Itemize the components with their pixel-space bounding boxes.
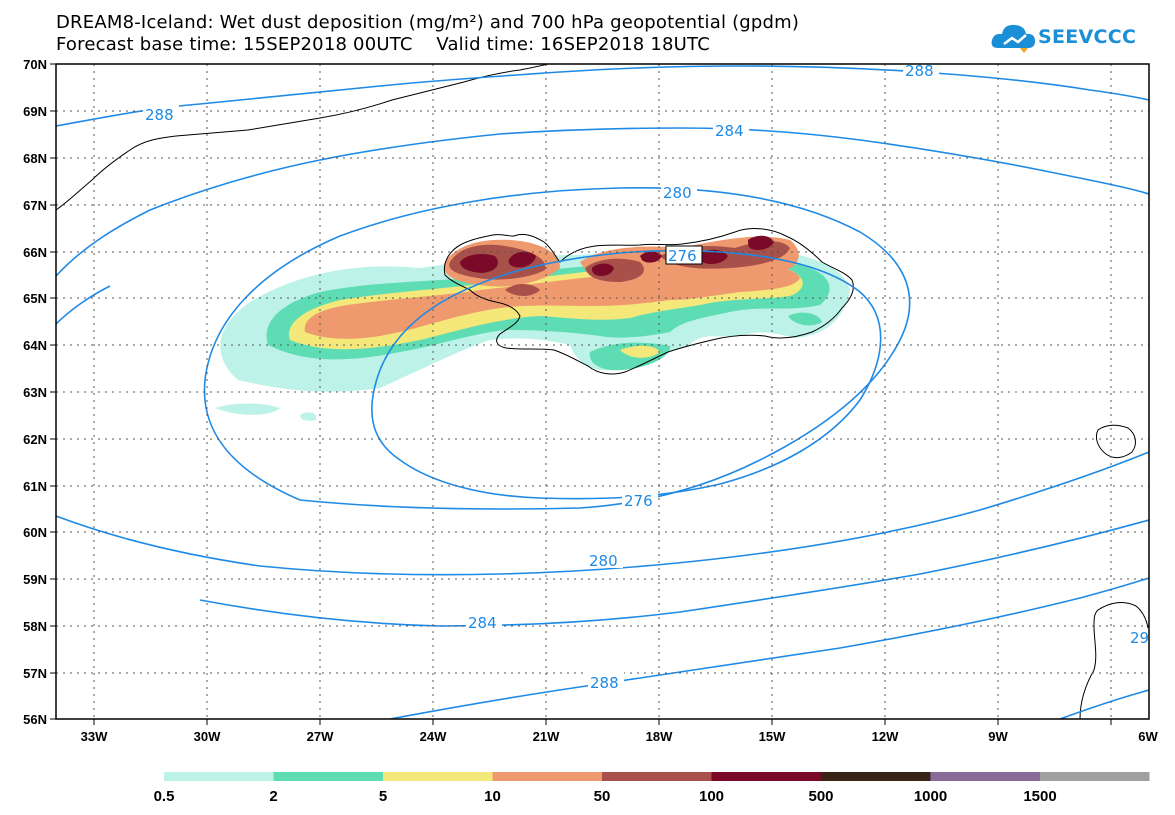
legend-label: 100 xyxy=(699,788,724,805)
lat-label: 61N xyxy=(23,479,47,494)
coastline-greenland xyxy=(56,64,549,211)
geopotential-contours xyxy=(56,65,1149,719)
legend-swatch xyxy=(383,772,493,781)
legend-swatch xyxy=(164,772,274,781)
lat-label: 67N xyxy=(23,198,47,213)
lon-label: 9W xyxy=(988,729,1008,744)
contour-label-280-top: 280 xyxy=(663,184,692,202)
contour-276-right xyxy=(56,285,111,325)
legend-swatch xyxy=(273,772,383,781)
dust-band-100-c xyxy=(592,263,614,276)
lon-label: 18W xyxy=(646,729,673,744)
legend-label: 10 xyxy=(484,788,501,805)
contour-292-bottom-right xyxy=(1059,689,1149,719)
lat-label: 59N xyxy=(23,572,47,587)
legend-label: 2 xyxy=(269,788,277,805)
lon-label: 24W xyxy=(420,729,447,744)
lon-label: 6W xyxy=(1138,729,1158,744)
coastline-layer xyxy=(56,64,1149,719)
contour-280-ellipse xyxy=(203,187,911,510)
dust-band-2-east xyxy=(788,312,822,326)
coastline-faroe xyxy=(1095,424,1136,459)
lat-label: 60N xyxy=(23,525,47,540)
dust-band-10 xyxy=(304,265,800,339)
coastline-iceland xyxy=(443,228,854,375)
contour-276-ellipse xyxy=(371,249,882,500)
contour-284-bottom xyxy=(199,519,1149,627)
seevccc-logo: SEEVCCC xyxy=(990,18,1150,58)
lat-label: 68N xyxy=(23,151,47,166)
dust-band-0.5-patch2 xyxy=(300,412,317,421)
contour-label-284-bottom: 284 xyxy=(468,614,497,632)
cloud-icon xyxy=(991,24,1035,53)
contour-label-276-top: 276 xyxy=(668,247,697,265)
legend-swatch xyxy=(711,772,821,781)
lat-label: 64N xyxy=(23,338,47,353)
dust-band-0.5-patch xyxy=(215,403,280,415)
contour-labels: 288 288 284 280 276 276 280 284 288 29 xyxy=(143,62,1149,692)
contour-label-284-top: 284 xyxy=(715,122,744,140)
contour-288-top xyxy=(56,65,1149,127)
contour-label-288-bottom: 288 xyxy=(590,674,619,692)
dust-deposition-layer xyxy=(215,235,850,421)
legend-label: 50 xyxy=(594,788,611,805)
dust-band-100-ne2 xyxy=(748,235,774,250)
lat-label: 62N xyxy=(23,432,47,447)
lat-label: 69N xyxy=(23,104,47,119)
logo-text: SEEVCCC xyxy=(1038,26,1137,48)
contour-label-276-bottom: 276 xyxy=(624,492,653,510)
lat-label: 70N xyxy=(23,57,47,72)
legend-label: 0.5 xyxy=(154,788,175,805)
lat-label: 58N xyxy=(23,619,47,634)
lat-label: 56N xyxy=(23,712,47,727)
legend-swatch xyxy=(602,772,712,781)
legend-swatch xyxy=(1040,772,1150,781)
map-title: DREAM8-Iceland: Wet dust deposition (mg/… xyxy=(56,12,800,33)
dust-band-100-nw xyxy=(460,254,498,273)
legend-label: 1000 xyxy=(914,788,947,805)
contour-label-280-bottom: 280 xyxy=(589,552,618,570)
legend-label: 500 xyxy=(808,788,833,805)
lat-label: 66N xyxy=(23,245,47,260)
contour-280-bottom xyxy=(56,451,1149,576)
dust-band-100-ne xyxy=(700,249,728,264)
contour-label-288-top-left: 288 xyxy=(145,106,174,124)
lon-label: 27W xyxy=(307,729,334,744)
lat-label: 57N xyxy=(23,666,47,681)
contour-label-29-right: 29 xyxy=(1130,629,1149,647)
coastline-scotland xyxy=(1079,602,1149,719)
dust-band-100-c2 xyxy=(640,251,662,263)
legend-label: 1500 xyxy=(1023,788,1056,805)
dust-band-100-nw2 xyxy=(508,251,536,268)
contour-label-288-top-right: 288 xyxy=(905,62,934,80)
axis-ticks xyxy=(50,63,1112,725)
legend-swatch xyxy=(492,772,602,781)
lat-label: 65N xyxy=(23,291,47,306)
lon-label: 21W xyxy=(533,729,560,744)
map-subtitle: Forecast base time: 15SEP2018 00UTC Vali… xyxy=(56,34,710,55)
legend-swatch xyxy=(930,772,1040,781)
lat-label: 63N xyxy=(23,385,47,400)
lon-label: 30W xyxy=(194,729,221,744)
lon-label: 15W xyxy=(759,729,786,744)
lat-labels: 70N 69N 68N 67N 66N 65N 64N 63N 62N 61N … xyxy=(23,57,47,727)
legend-colorbar: 0.5 2 5 10 50 100 500 1000 1500 xyxy=(154,772,1150,805)
lon-labels: 33W 30W 27W 24W 21W 18W 15W 12W 9W 6W xyxy=(81,729,1159,744)
dust-band-50-mid xyxy=(505,284,540,296)
contour-288-bottom xyxy=(389,577,1149,719)
dust-band-5-south xyxy=(620,345,660,358)
contour-284-top xyxy=(56,127,1149,277)
lon-label: 33W xyxy=(81,729,108,744)
legend-label: 5 xyxy=(379,788,387,805)
lon-label: 12W xyxy=(872,729,899,744)
legend-swatch xyxy=(821,772,931,781)
